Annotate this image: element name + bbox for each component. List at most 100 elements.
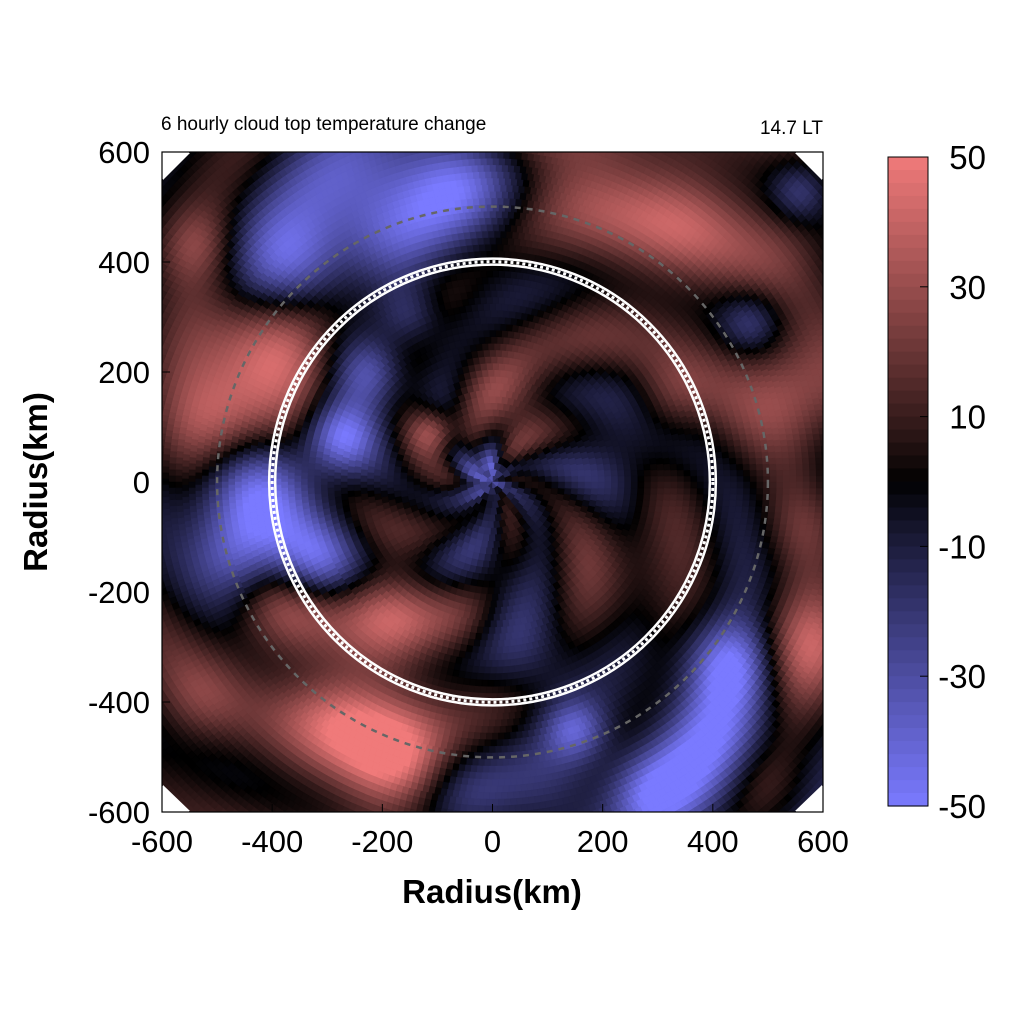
field-cell	[476, 579, 485, 588]
field-cell	[327, 487, 335, 495]
field-cell	[495, 303, 503, 311]
field-cell	[433, 468, 442, 477]
field-cell	[501, 237, 509, 245]
field-cell	[470, 237, 478, 246]
field-cell	[630, 481, 639, 489]
field-cell	[473, 250, 481, 259]
field-cell	[241, 466, 249, 474]
field-cell	[406, 481, 414, 489]
field-cell	[487, 521, 495, 529]
field-cell	[485, 706, 493, 714]
field-cell	[340, 463, 349, 471]
field-cell	[643, 469, 652, 477]
field-cell	[495, 422, 503, 431]
field-cell	[461, 704, 469, 713]
field-cell	[496, 600, 504, 608]
field-cell	[511, 678, 519, 687]
chart-title: 6 hourly cloud top temperature change	[161, 114, 486, 135]
field-cell	[240, 472, 249, 480]
field-cell	[380, 466, 389, 474]
field-cell	[696, 469, 705, 477]
field-cell	[484, 309, 492, 318]
field-cell	[475, 586, 483, 595]
field-cell	[473, 685, 481, 694]
field-cell	[663, 493, 671, 501]
field-cell	[255, 447, 264, 456]
field-cell	[490, 574, 498, 582]
field-cell	[281, 499, 290, 507]
field-cell	[489, 329, 496, 337]
field-cell	[661, 505, 670, 514]
field-cell	[467, 705, 475, 713]
field-cell	[459, 478, 467, 486]
field-cell	[716, 487, 725, 495]
field-cell	[510, 705, 518, 713]
field-cell	[280, 493, 289, 501]
field-cell	[476, 606, 485, 615]
field-cell	[462, 631, 471, 640]
field-cell	[501, 283, 509, 292]
field-cell	[597, 481, 606, 489]
field-cell	[482, 719, 490, 727]
field-cell	[736, 469, 744, 477]
field-cell	[247, 469, 256, 477]
field-cell	[473, 316, 481, 325]
field-cell	[493, 540, 501, 549]
field-cell	[496, 712, 504, 721]
field-cell	[469, 632, 477, 641]
field-cell	[472, 619, 480, 628]
field-cell	[242, 447, 251, 456]
field-cell	[476, 237, 484, 245]
field-cell	[473, 639, 481, 648]
field-cell	[473, 296, 481, 305]
field-cell	[508, 290, 516, 299]
field-cell	[314, 463, 322, 471]
field-cell	[479, 593, 487, 602]
field-cell	[729, 463, 738, 471]
field-cell	[564, 475, 573, 483]
field-cell	[300, 478, 308, 486]
field-cell	[260, 487, 269, 495]
field-cell	[742, 463, 751, 471]
field-cell	[400, 466, 409, 474]
field-cell	[479, 546, 488, 555]
field-cell	[683, 481, 692, 489]
field-cell	[478, 599, 486, 608]
field-cell	[313, 487, 322, 495]
field-cell	[650, 487, 658, 495]
field-cell	[484, 620, 492, 628]
field-cell	[481, 725, 489, 734]
field-cell	[498, 316, 506, 325]
field-cell	[487, 613, 495, 622]
field-cell	[465, 664, 474, 673]
field-cell	[450, 722, 459, 732]
field-cell	[496, 382, 504, 391]
field-cell	[261, 493, 269, 501]
field-cell	[501, 329, 509, 338]
field-cell	[353, 466, 362, 474]
field-cell	[499, 343, 507, 351]
field-cell	[505, 679, 513, 687]
field-cell	[723, 475, 731, 483]
field-cell	[531, 481, 540, 489]
field-cell	[604, 481, 612, 489]
field-cell	[689, 493, 698, 501]
field-cell	[467, 638, 476, 647]
field-cell	[736, 493, 744, 501]
field-cell	[479, 296, 487, 305]
field-cell	[650, 481, 659, 489]
field-cell	[373, 475, 381, 483]
field-cell	[301, 460, 309, 468]
field-cell	[432, 475, 441, 483]
field-cell	[254, 484, 262, 492]
field-cell	[514, 311, 523, 320]
field-cell	[715, 499, 724, 507]
field-cell	[500, 396, 509, 405]
field-cell	[476, 559, 485, 568]
field-cell	[505, 343, 513, 352]
field-cell	[484, 336, 492, 344]
field-cell	[493, 613, 501, 622]
field-cell	[489, 560, 496, 569]
field-cell	[479, 659, 487, 668]
field-cell	[470, 672, 478, 681]
